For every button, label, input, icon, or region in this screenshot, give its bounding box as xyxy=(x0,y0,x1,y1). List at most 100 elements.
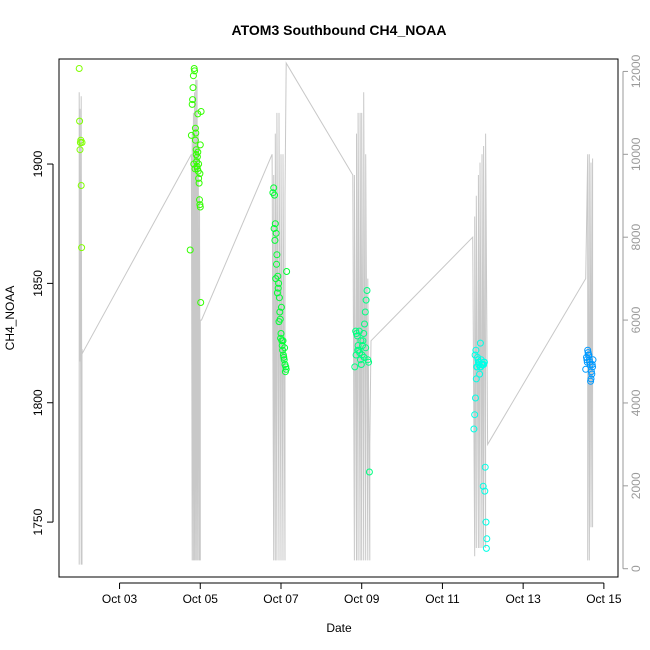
data-point xyxy=(188,100,196,108)
y-tick-label: 1800 xyxy=(31,389,45,416)
data-point xyxy=(276,308,284,316)
x-tick-label: Oct 11 xyxy=(425,592,460,606)
data-point xyxy=(360,353,368,361)
data-point xyxy=(270,184,278,192)
data-point xyxy=(191,124,199,132)
y2-tick-label: 12000 xyxy=(629,54,643,88)
data-point xyxy=(587,375,595,383)
data-point xyxy=(365,358,373,366)
data-point xyxy=(273,289,281,297)
altitude-line xyxy=(78,61,594,565)
data-point xyxy=(272,275,280,283)
data-point xyxy=(270,225,278,232)
data-point xyxy=(359,337,367,345)
data-point xyxy=(479,482,487,490)
data-point xyxy=(191,136,199,144)
data-point xyxy=(354,346,362,354)
data-point xyxy=(195,174,203,182)
data-point xyxy=(472,394,479,402)
data-point xyxy=(196,203,204,211)
data-point xyxy=(194,110,202,118)
data-point xyxy=(190,160,198,168)
data-point xyxy=(588,370,596,378)
plot-box xyxy=(58,58,619,578)
data-point xyxy=(271,191,278,199)
data-point xyxy=(361,308,369,316)
y2-tick-label: 4000 xyxy=(629,389,643,416)
data-point xyxy=(476,370,484,378)
x-tick-label: Oct 13 xyxy=(505,592,541,606)
data-point xyxy=(277,330,285,337)
data-point xyxy=(283,268,291,275)
chart-title: ATOM3 Southbound CH4_NOAA xyxy=(232,22,447,38)
data-point xyxy=(196,201,204,209)
x-axis: Oct 03 Oct 05 Oct 07 Oct 09 Oct 11 Oct 13 Oct … xyxy=(102,582,622,606)
x-tick-label: Oct 09 xyxy=(344,592,380,606)
data-point xyxy=(588,361,596,368)
data-point xyxy=(196,141,204,149)
data-point xyxy=(481,487,489,495)
data-point xyxy=(186,246,194,254)
data-point xyxy=(280,353,288,361)
data-point xyxy=(585,351,593,359)
x-tick-label: Oct 07 xyxy=(263,592,299,606)
x-tick-label: Oct 05 xyxy=(183,592,219,606)
data-point xyxy=(78,244,86,252)
data-point xyxy=(191,67,199,75)
y-axis: 1750 1800 1850 1900 xyxy=(31,150,54,535)
x-tick-label: Oct 03 xyxy=(102,592,138,606)
data-point xyxy=(277,303,285,311)
data-point xyxy=(197,299,205,306)
x-axis-label: Date xyxy=(326,621,352,635)
data-point xyxy=(189,84,197,92)
data-point xyxy=(587,368,595,376)
x-tick-label: Oct 15 xyxy=(586,592,622,606)
data-point xyxy=(271,236,279,244)
data-point xyxy=(482,544,490,552)
data-point xyxy=(471,351,479,359)
data-point xyxy=(274,284,282,292)
data-point xyxy=(472,375,480,383)
y2-tick-label: 0 xyxy=(629,565,643,572)
data-point xyxy=(362,296,370,304)
data-point xyxy=(282,365,290,373)
data-point xyxy=(76,117,84,125)
data-point xyxy=(470,425,478,433)
y-tick-label: 1750 xyxy=(31,508,45,535)
y-tick-label: 1900 xyxy=(31,150,45,177)
data-point xyxy=(279,337,287,345)
y2-tick-label: 2000 xyxy=(629,472,643,499)
data-point xyxy=(365,468,373,476)
y2-axis: 0 2000 4000 6000 8000 10000 12000 xyxy=(622,54,643,572)
data-point xyxy=(192,129,200,137)
data-point xyxy=(191,165,199,173)
data-point xyxy=(357,337,365,345)
data-point xyxy=(582,365,590,373)
data-point xyxy=(279,351,287,359)
data-point xyxy=(476,339,484,347)
data-point xyxy=(273,251,281,259)
data-point xyxy=(481,463,489,471)
data-point xyxy=(77,182,85,189)
data-point xyxy=(271,220,279,228)
y2-tick-label: 10000 xyxy=(629,137,643,171)
plot-area xyxy=(75,61,597,565)
data-point xyxy=(474,353,481,361)
data-point xyxy=(472,346,480,354)
data-point xyxy=(471,411,479,419)
data-point xyxy=(583,353,590,361)
data-point xyxy=(362,344,370,352)
data-point xyxy=(357,361,365,368)
data-point xyxy=(589,356,597,364)
data-point xyxy=(281,344,289,352)
y-axis-label: CH4_NOAA xyxy=(3,286,17,351)
y-tick-label: 1850 xyxy=(31,270,45,297)
y2-tick-label: 6000 xyxy=(629,306,643,333)
data-point xyxy=(195,160,203,168)
data-point xyxy=(76,146,84,154)
y2-tick-label: 8000 xyxy=(629,224,643,251)
data-point xyxy=(190,65,198,72)
data-point xyxy=(584,346,592,354)
data-point xyxy=(282,363,290,371)
